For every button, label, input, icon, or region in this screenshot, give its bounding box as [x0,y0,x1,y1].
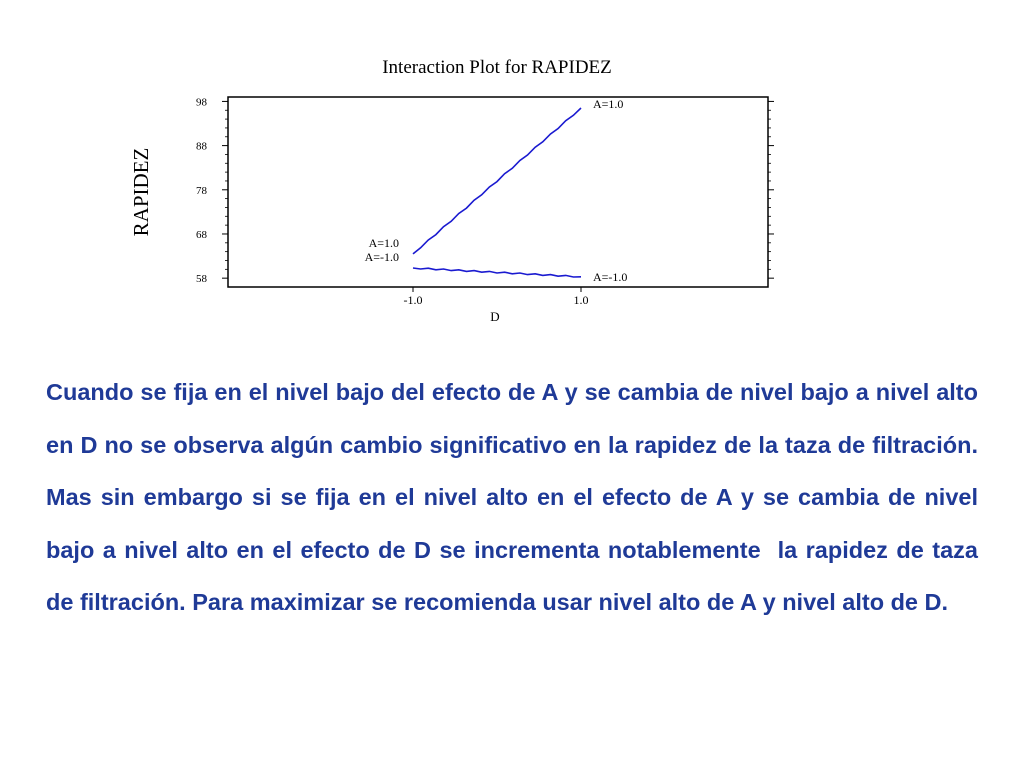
plot-frame [227,96,769,288]
interaction-plot: Interaction Plot for RAPIDEZ RAPIDEZ 98 8… [129,57,774,324]
y-axis-ticks: 98 88 78 68 58 [196,96,774,285]
series-line [412,107,582,255]
chart-title: Interaction Plot for RAPIDEZ [382,57,612,78]
series-label-right: A=-1.0 [593,270,627,284]
y-tick-label: 58 [196,273,208,285]
series-label-left: A=-1.0 [365,250,399,264]
y-tick-label: 98 [196,96,208,108]
x-axis-label: D [490,309,499,324]
explanation-paragraph: Cuando se fija en el nivel bajo del efec… [46,379,985,615]
series-0: A=1.0 A=1.0 [369,97,623,255]
y-tick-label: 78 [196,185,208,197]
y-axis-label: RAPIDEZ [129,148,153,237]
x-tick-label: 1.0 [574,293,589,307]
series-1: A=-1.0 A=-1.0 [365,250,628,284]
series-label-left: A=1.0 [369,236,399,250]
y-tick-label: 88 [196,141,208,153]
x-tick-label: -1.0 [404,293,423,307]
y-tick-label: 68 [196,229,208,241]
series-label-right: A=1.0 [593,97,623,111]
series-line [412,267,582,278]
x-axis-ticks: -1.0 1.0 [404,287,589,307]
series-layer: A=1.0A=1.0A=-1.0A=-1.0 [365,97,628,284]
